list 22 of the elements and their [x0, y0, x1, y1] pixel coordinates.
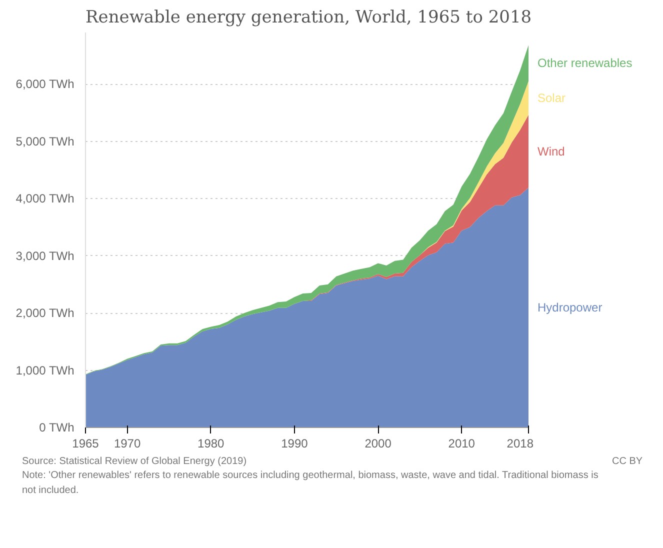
x-tick-label: 1970 — [114, 436, 141, 450]
text: Note: 'Other renewables' refers to renewable sources including geothermal, biomass, waste, wave and tidal. Traditional biomass is not included. — [22, 470, 598, 496]
y-tick-label: 4,000 TWh — [16, 192, 74, 206]
x-tick-label: 2010 — [448, 436, 476, 450]
source-note: Source: Statistical Review of Global Energy (2019) — [22, 456, 247, 467]
y-tick-label: 6,000 TWh — [16, 77, 74, 92]
series-label: Other renewables — [538, 56, 632, 70]
x-tick-label: 1965 — [72, 436, 100, 450]
y-tick-label: 1,000 TWh — [16, 363, 74, 378]
series-label: Solar — [538, 91, 566, 106]
x-tick-label: 2000 — [364, 436, 392, 450]
y-tick-label: 5,000 TWh — [16, 134, 74, 148]
y-tick-label: 2,000 TWh — [16, 306, 74, 320]
x-tick-label: 1990 — [281, 436, 308, 450]
series-label: Hydropower — [538, 300, 602, 315]
y-tick-label: 3,000 TWh — [16, 248, 74, 263]
series-label: Wind — [538, 144, 565, 158]
text: CC BY — [612, 455, 643, 469]
chart-title: Renewable energy generation, World, 1965 to 2018 — [86, 8, 532, 28]
x-tick-label: 1980 — [198, 436, 225, 450]
x-tick-label: 2018 — [506, 436, 534, 450]
y-tick-label: 0 TWh — [39, 420, 74, 434]
